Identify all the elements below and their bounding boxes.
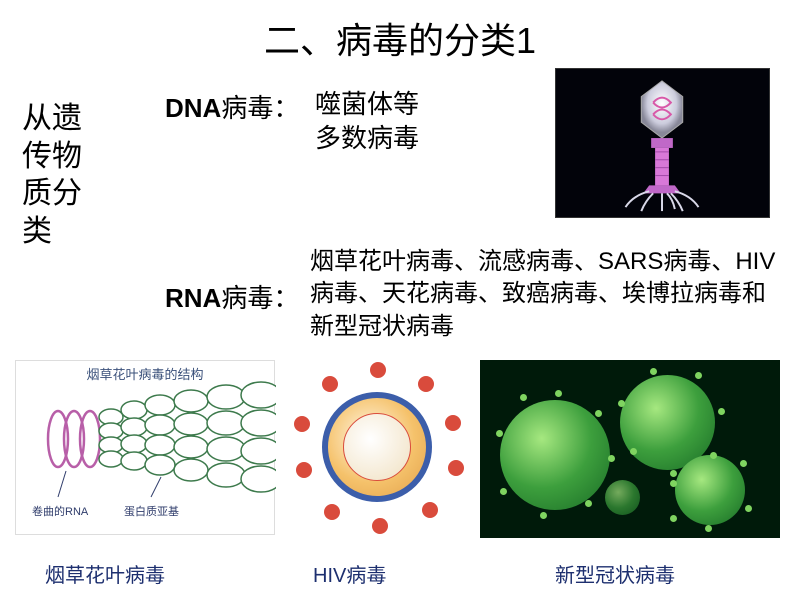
bottom-images-row: 烟草花叶病毒的结构 — [0, 360, 800, 538]
tmv-protein-label: 蛋白质亚基 — [124, 503, 179, 519]
tmv-caption: 烟草花叶病毒 — [45, 559, 165, 588]
rna-virus-examples: 烟草花叶病毒、流感病毒、SARS病毒、HIV病毒、天花病毒、致癌病毒、埃博拉病毒… — [310, 246, 780, 343]
dna-virus-label: DNA病毒： — [165, 88, 299, 125]
dna-rest: 病毒： — [221, 93, 299, 123]
hiv-image — [290, 360, 465, 535]
coronavirus-image — [480, 360, 780, 538]
tmv-image: 烟草花叶病毒的结构 — [15, 360, 275, 535]
dna-ex-line1: 噬菌体等 — [315, 88, 419, 122]
dna-bold: DNA — [165, 93, 221, 123]
classification-criterion: 从遗传物质分类 — [22, 100, 85, 250]
bacteriophage-image — [555, 68, 770, 218]
rna-bold: RNA — [165, 283, 221, 313]
rna-rest: 病毒： — [221, 283, 299, 313]
dna-ex-line2: 多数病毒 — [315, 122, 419, 156]
page-title: 二、病毒的分类1 — [0, 0, 800, 64]
rna-virus-label: RNA病毒： — [165, 278, 299, 315]
coronavirus-caption: 新型冠状病毒 — [555, 559, 675, 588]
hiv-caption: HIV病毒 — [313, 559, 386, 588]
dna-virus-examples: 噬菌体等 多数病毒 — [315, 88, 419, 156]
tmv-rna-label: 卷曲的RNA — [32, 503, 88, 519]
